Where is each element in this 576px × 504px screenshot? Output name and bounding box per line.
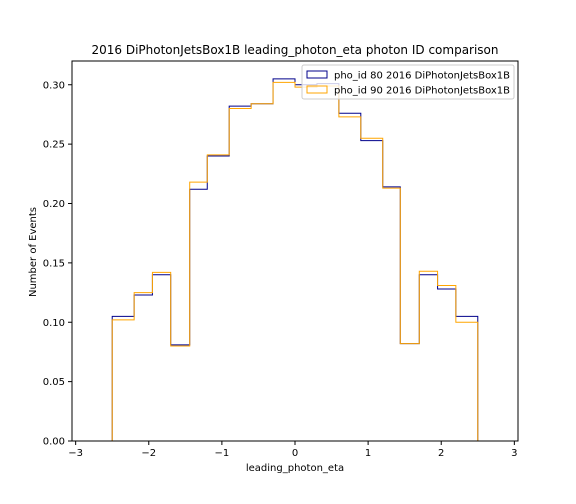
x-tick-label: 2 — [438, 448, 444, 459]
series-2-step-line — [111, 81, 479, 441]
legend: pho_id 80 2016 DiPhotonJetsBox1B pho_id 9… — [301, 64, 515, 100]
x-tick-label: 0 — [292, 448, 298, 459]
x-tick-label: −2 — [141, 448, 156, 459]
series-2 — [111, 81, 479, 441]
legend-swatch-2 — [306, 85, 328, 94]
y-tick-label: 0.25 — [43, 140, 65, 151]
chart-title: 2016 DiPhotonJetsBox1B leading_photon_et… — [91, 43, 498, 57]
y-tick-label: 0.15 — [43, 258, 65, 269]
x-axis: −3 −2 −1 0 1 2 3 — [68, 441, 518, 459]
y-axis: 0.00 0.05 0.10 0.15 0.20 0.25 0.30 — [43, 80, 72, 448]
x-axis-label: leading_photon_eta — [246, 463, 344, 474]
y-tick-label: 0.10 — [43, 318, 65, 329]
legend-label-1: pho_id 80 2016 DiPhotonJetsBox1B — [334, 71, 510, 82]
legend-box — [301, 64, 515, 100]
x-tick-label: 1 — [365, 448, 371, 459]
x-tick-label: 3 — [511, 448, 517, 459]
y-axis-label: Number of Events — [28, 207, 39, 297]
x-tick-label: −1 — [215, 448, 230, 459]
y-tick-label: 0.00 — [43, 437, 65, 448]
y-tick-label: 0.05 — [43, 377, 65, 388]
legend-swatch-1 — [306, 70, 328, 79]
x-tick-label: −3 — [68, 448, 83, 459]
legend-label-2: pho_id 90 2016 DiPhotonJetsBox1B — [334, 86, 510, 97]
y-tick-label: 0.30 — [43, 80, 65, 91]
y-tick-label: 0.20 — [43, 199, 65, 210]
